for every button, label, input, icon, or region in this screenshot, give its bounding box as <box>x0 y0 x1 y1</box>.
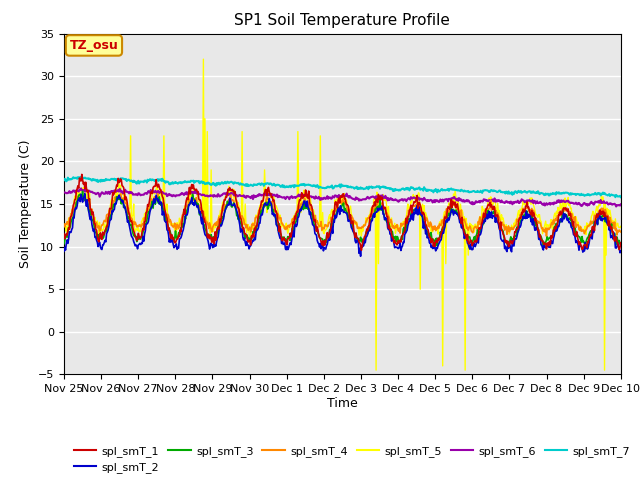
Legend: spl_smT_1, spl_smT_2, spl_smT_3, spl_smT_4, spl_smT_5, spl_smT_6, spl_smT_7: spl_smT_1, spl_smT_2, spl_smT_3, spl_smT… <box>70 441 635 478</box>
Y-axis label: Soil Temperature (C): Soil Temperature (C) <box>19 140 33 268</box>
X-axis label: Time: Time <box>327 397 358 410</box>
Text: TZ_osu: TZ_osu <box>70 39 118 52</box>
Title: SP1 Soil Temperature Profile: SP1 Soil Temperature Profile <box>234 13 451 28</box>
